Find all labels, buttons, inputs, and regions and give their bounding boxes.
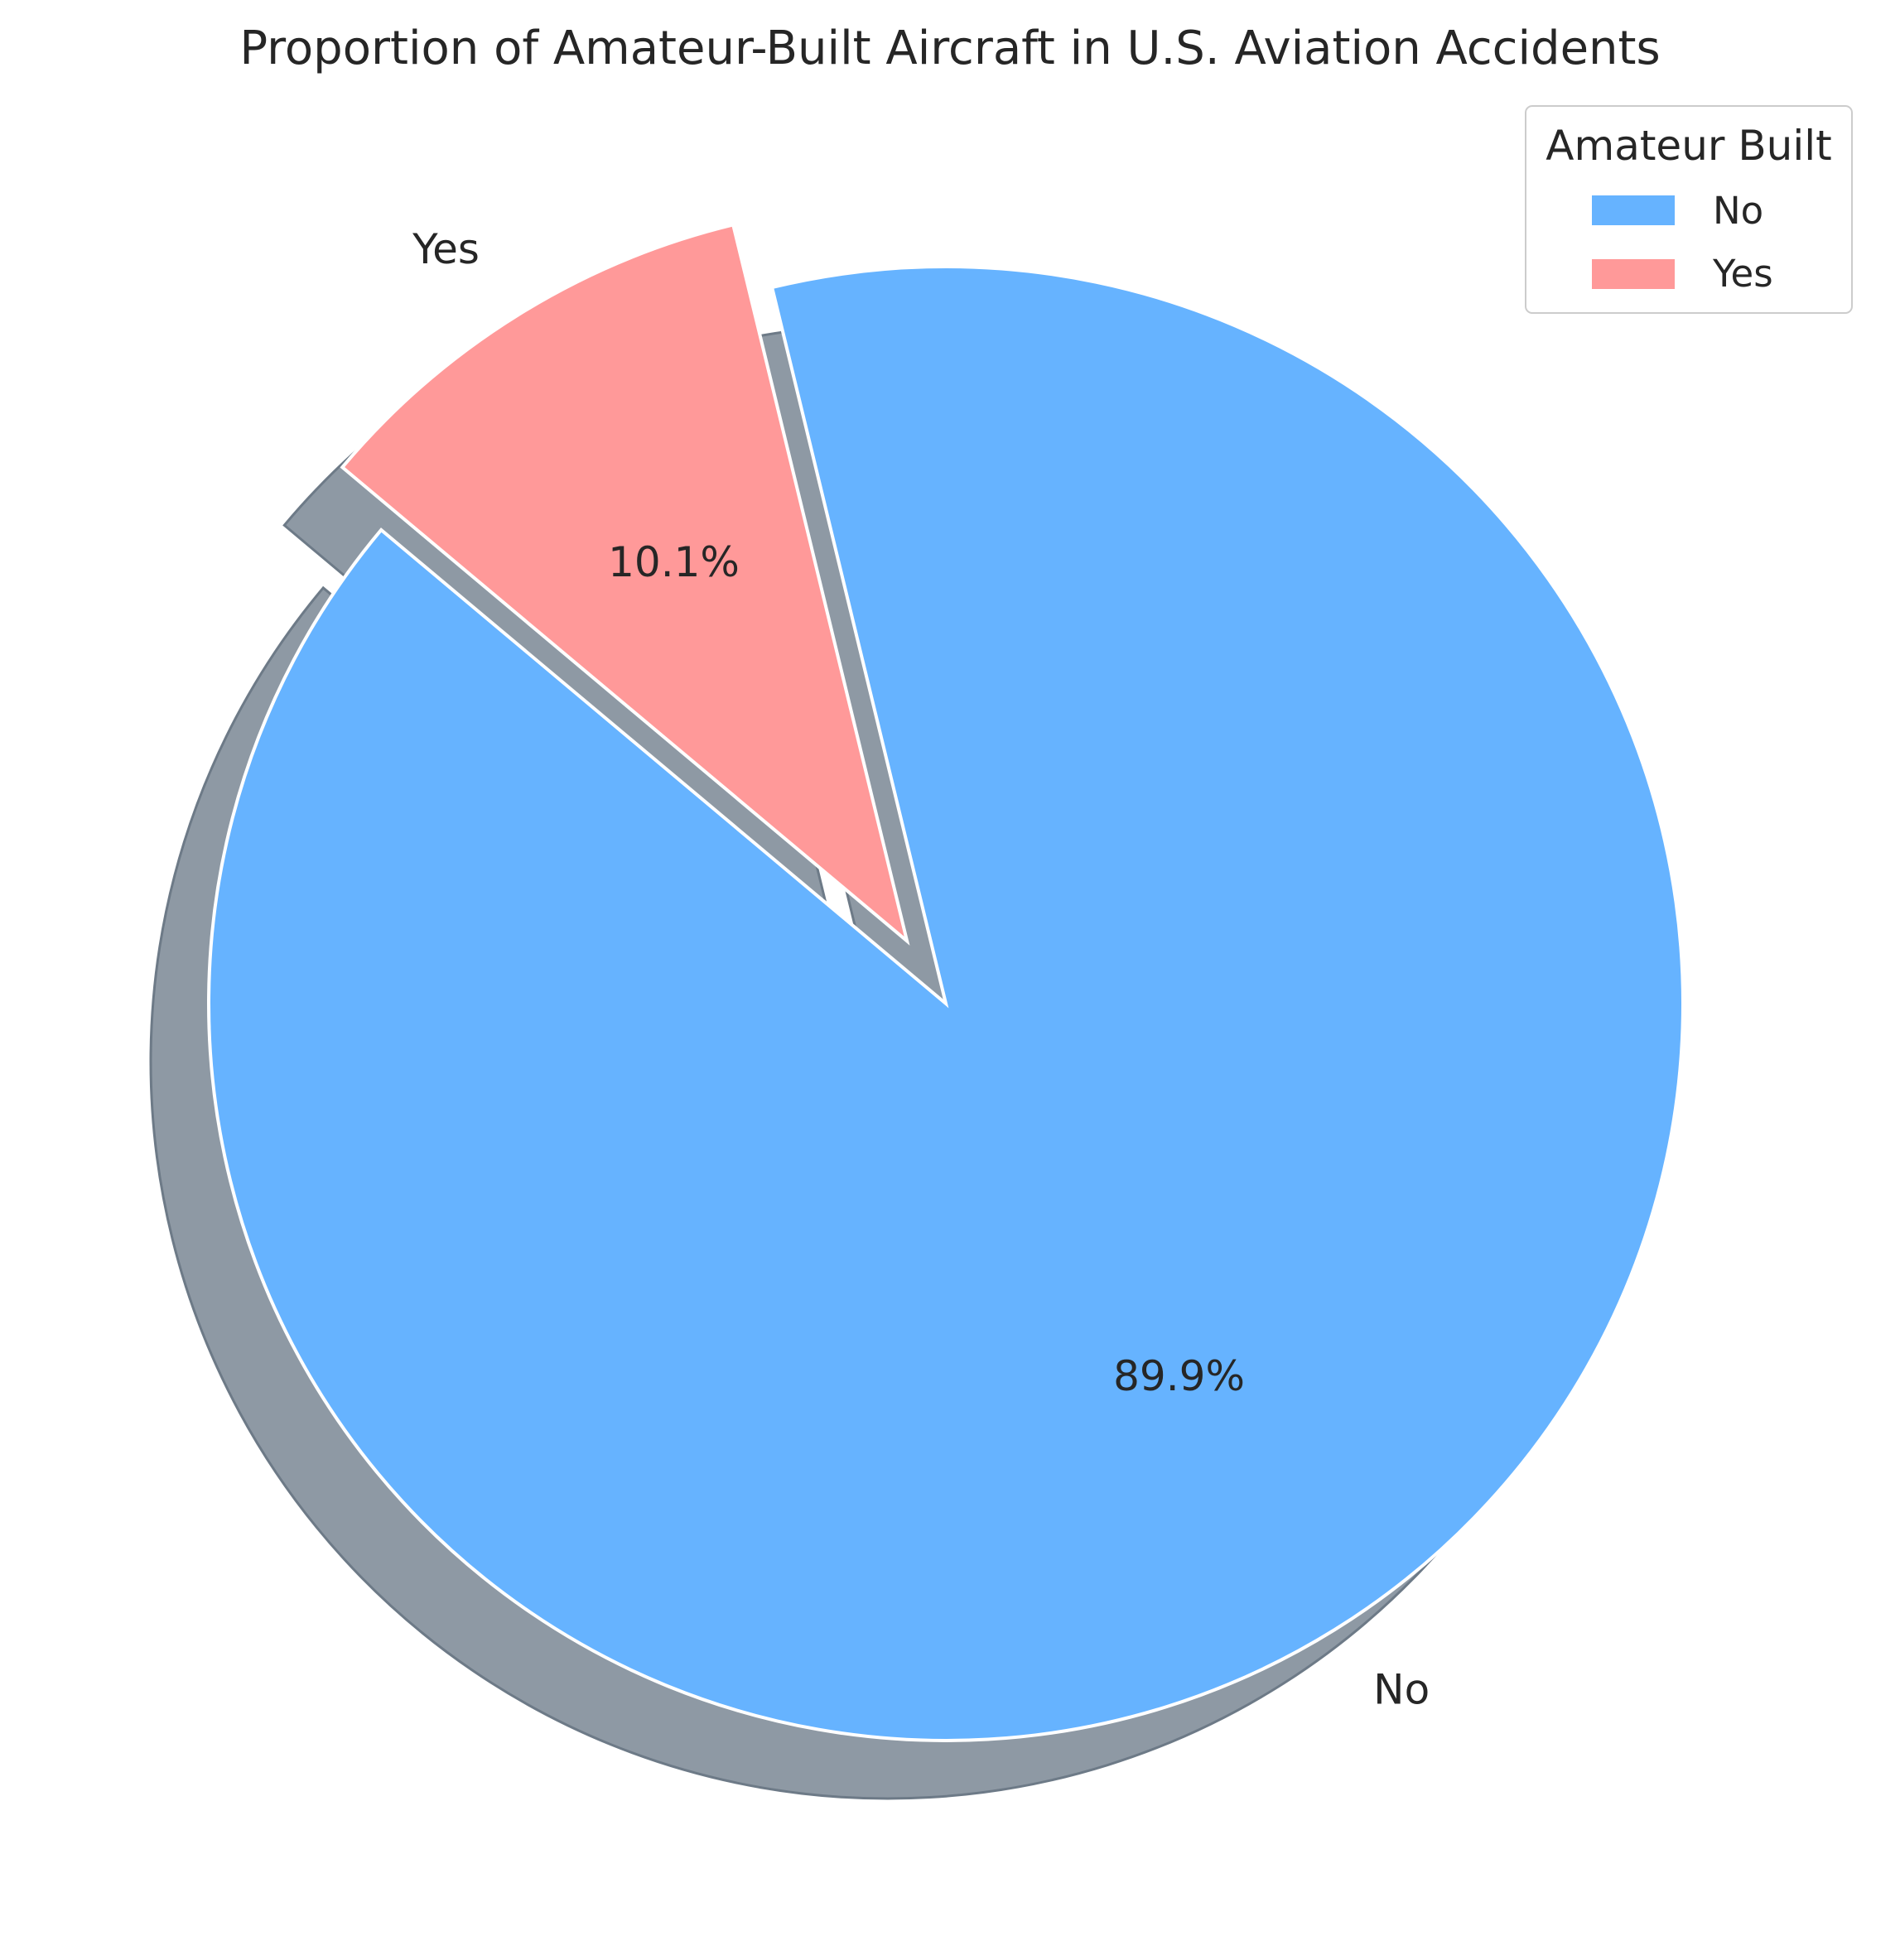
legend-label-no: No bbox=[1713, 189, 1763, 233]
slice-label-no: No bbox=[1373, 1665, 1430, 1713]
pie-slices bbox=[207, 223, 1685, 1742]
chart-title: Proportion of Amateur-Built Aircraft in … bbox=[239, 22, 1660, 75]
legend: Amateur Built No Yes bbox=[1525, 105, 1853, 314]
slice-label-yes: Yes bbox=[412, 225, 480, 273]
slice-percent-yes: 10.1% bbox=[608, 538, 740, 586]
pie-slice-yes bbox=[340, 223, 910, 946]
legend-label-yes: Yes bbox=[1712, 252, 1773, 296]
pie-slice-no bbox=[207, 265, 1685, 1742]
legend-title: Amateur Built bbox=[1546, 122, 1831, 170]
legend-swatch-yes bbox=[1592, 259, 1675, 289]
slice-labels: No 89.9% Yes 10.1% bbox=[412, 225, 1430, 1713]
legend-swatch-no bbox=[1592, 195, 1675, 225]
slice-percent-no: 89.9% bbox=[1113, 1352, 1245, 1400]
